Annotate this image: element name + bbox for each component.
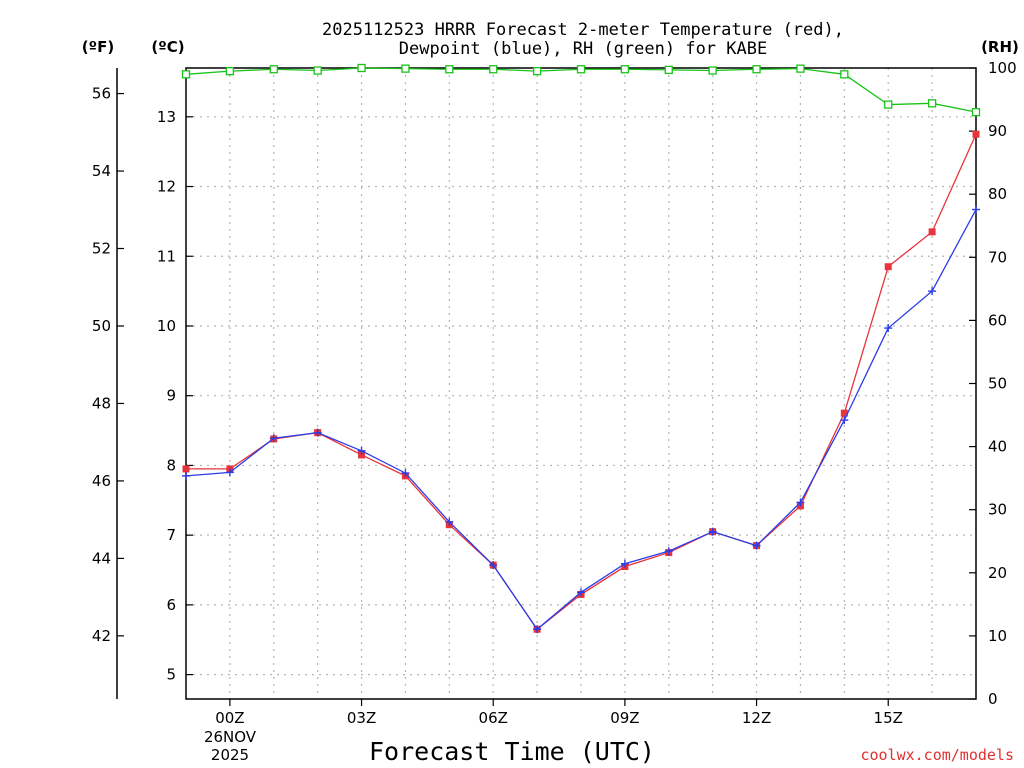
dewpoint-point <box>357 446 366 455</box>
celsius-unit-label: (ºC) <box>151 38 184 56</box>
rh-point <box>620 65 630 74</box>
rh-point <box>576 65 586 74</box>
dewpoint-point <box>884 324 893 333</box>
fahrenheit-unit-label: (ºF) <box>82 38 114 56</box>
rh-point <box>357 63 366 73</box>
temperature-point <box>928 228 936 236</box>
celsius-tick-label: 11 <box>157 247 176 265</box>
rh-unit-label: (RH) <box>981 38 1019 56</box>
celsius-tick-label: 7 <box>166 526 176 544</box>
dewpoint-point <box>664 547 673 556</box>
data-series <box>181 63 981 634</box>
rh-tick-label: 20 <box>988 564 1007 582</box>
x-tick-label: 12Z <box>742 709 771 727</box>
temperature-point <box>358 451 366 459</box>
x-tick-label: 03Z <box>347 709 376 727</box>
rh-point <box>752 65 761 74</box>
celsius-tick-label: 5 <box>166 666 176 684</box>
temperature-point <box>840 409 848 417</box>
dewpoint-point <box>928 287 937 296</box>
x-date-label-year: 2025 <box>211 746 249 764</box>
chart-title-line1: 2025112523 HRRR Forecast 2-meter Tempera… <box>322 20 844 40</box>
fahrenheit-tick-label: 44 <box>92 549 111 567</box>
axes: 4244464850525456567891011121301020304050… <box>92 59 1017 727</box>
celsius-tick-label: 9 <box>166 387 176 405</box>
rh-tick-label: 0 <box>988 690 998 708</box>
rh-tick-label: 80 <box>988 185 1007 203</box>
celsius-tick-label: 6 <box>166 596 176 614</box>
dewpoint-point <box>269 434 278 443</box>
dewpoint-point <box>533 625 542 634</box>
rh-point <box>489 65 498 74</box>
rh-tick-label: 40 <box>988 438 1007 456</box>
rh-point <box>927 99 937 108</box>
x-date-label-day: 26NOV <box>204 728 257 746</box>
rh-point <box>269 65 278 74</box>
fahrenheit-tick-label: 46 <box>92 472 111 490</box>
dewpoint-point <box>313 428 322 437</box>
temperature-point <box>182 465 190 473</box>
rh-point <box>708 66 717 75</box>
fahrenheit-tick-label: 52 <box>92 240 111 258</box>
dewpoint-point <box>840 416 849 425</box>
temperature-point <box>972 130 980 138</box>
rh-point <box>313 66 322 75</box>
dewpoint-point <box>752 541 761 550</box>
dewpoint-point <box>708 527 717 536</box>
temperature-point <box>884 263 892 271</box>
rh-tick-label: 100 <box>988 59 1017 77</box>
dewpoint-point <box>796 498 805 507</box>
dewpoint-point <box>401 469 410 478</box>
dewpoint-point <box>577 588 585 597</box>
dewpoint-point <box>445 517 454 526</box>
rh-point <box>532 67 542 76</box>
fahrenheit-tick-label: 56 <box>92 85 111 103</box>
dewpoint-point <box>225 468 234 477</box>
dewpoint-point <box>620 559 629 568</box>
rh-point <box>971 108 981 117</box>
fahrenheit-tick-label: 54 <box>92 162 111 180</box>
fahrenheit-tick-label: 42 <box>92 627 111 645</box>
rh-tick-label: 60 <box>988 311 1007 329</box>
fahrenheit-tick-label: 50 <box>92 317 111 335</box>
celsius-tick-label: 12 <box>157 178 176 196</box>
rh-point <box>181 70 191 79</box>
celsius-tick-label: 13 <box>157 108 176 126</box>
x-tick-label: 15Z <box>874 709 903 727</box>
rh-point <box>401 64 410 73</box>
rh-point <box>840 70 849 79</box>
dewpoint-point <box>972 205 980 214</box>
dewpoint-point <box>182 471 190 480</box>
rh-tick-label: 10 <box>988 627 1007 645</box>
x-tick-label: 00Z <box>215 709 244 727</box>
x-tick-label: 06Z <box>479 709 508 727</box>
rh-point <box>884 100 893 109</box>
celsius-tick-label: 10 <box>157 317 176 335</box>
chart-title-line2: Dewpoint (blue), RH (green) for KABE <box>399 39 767 59</box>
rh-point <box>796 64 805 73</box>
dewpoint-point <box>489 561 498 570</box>
rh-tick-label: 50 <box>988 375 1007 393</box>
x-tick-label: 09Z <box>610 709 639 727</box>
rh-tick-label: 30 <box>988 501 1007 519</box>
rh-tick-label: 70 <box>988 248 1007 266</box>
rh-point <box>664 65 673 75</box>
rh-tick-label: 90 <box>988 122 1007 140</box>
rh-point <box>445 65 454 74</box>
fahrenheit-tick-label: 48 <box>92 394 111 412</box>
credit-label: coolwx.com/models <box>860 746 1014 764</box>
rh-point <box>225 67 235 76</box>
grid <box>186 68 976 699</box>
celsius-tick-label: 8 <box>166 456 176 474</box>
x-axis-label: Forecast Time (UTC) <box>369 737 655 766</box>
